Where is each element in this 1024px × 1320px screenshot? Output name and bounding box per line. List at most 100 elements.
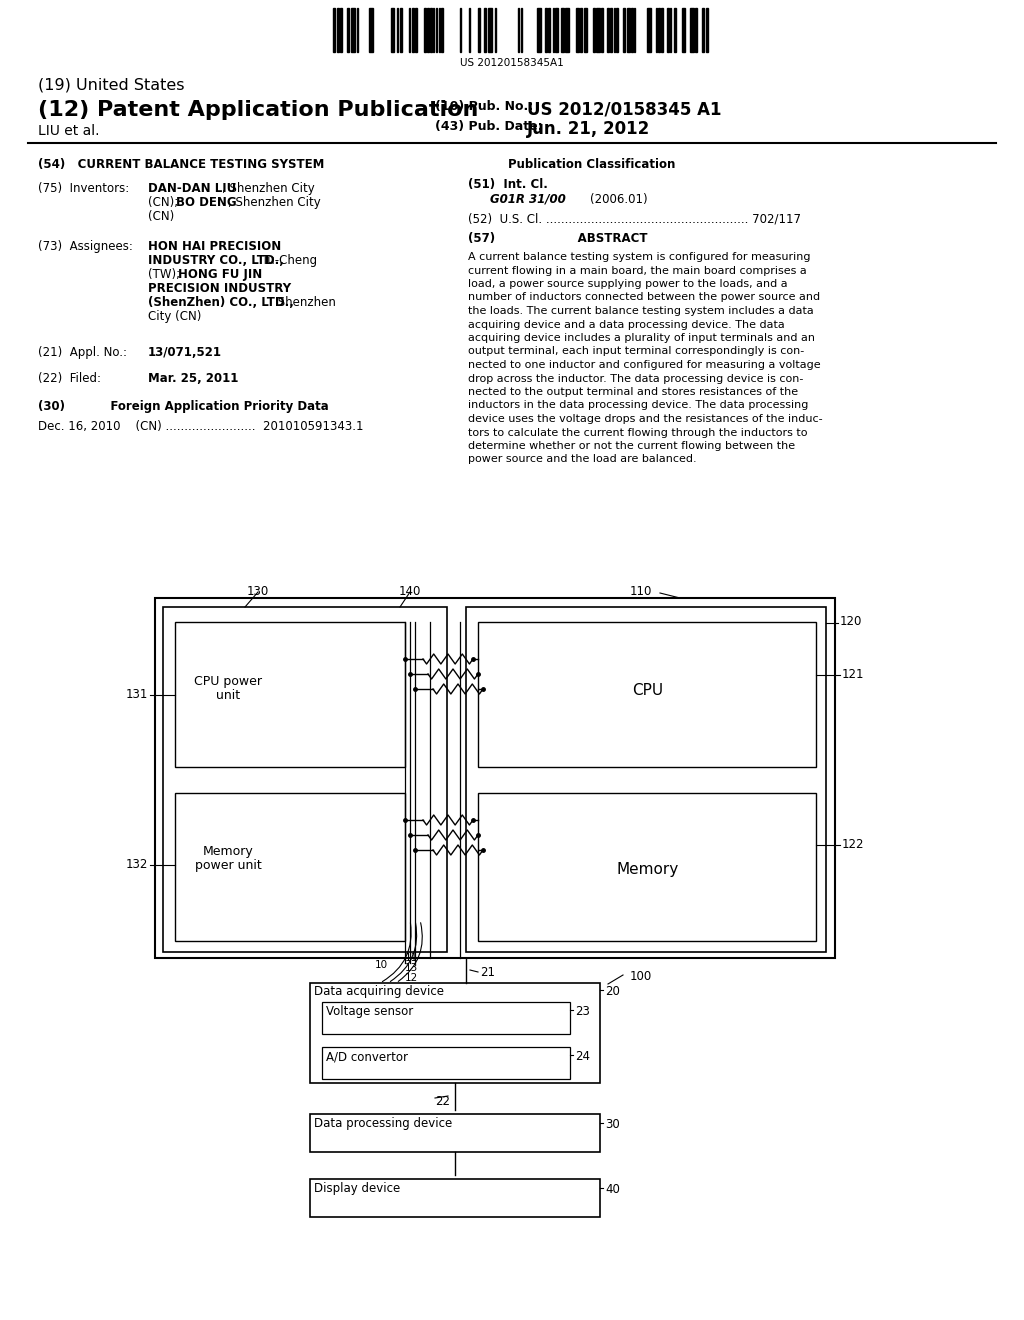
Text: 24: 24 (575, 1049, 590, 1063)
Bar (601, 8, 603, 51)
Text: 122: 122 (842, 838, 864, 851)
Bar (690, 8, 694, 51)
Text: Tu-Cheng: Tu-Cheng (258, 253, 317, 267)
Text: 11: 11 (406, 953, 418, 964)
Bar (584, 8, 587, 51)
Text: (2006.01): (2006.01) (590, 193, 647, 206)
Bar (460, 8, 462, 51)
Text: (TW);: (TW); (148, 268, 184, 281)
Bar (409, 8, 410, 51)
Text: 23: 23 (575, 1005, 590, 1018)
Bar (555, 8, 558, 51)
Text: 12: 12 (406, 973, 418, 983)
Bar (561, 8, 564, 51)
Text: 131: 131 (126, 688, 148, 701)
Text: , Shenzhen City: , Shenzhen City (228, 195, 321, 209)
Text: (CN);: (CN); (148, 195, 182, 209)
Text: (51)  Int. Cl.: (51) Int. Cl. (468, 178, 548, 191)
Bar (430, 8, 432, 51)
Bar (478, 622, 816, 767)
Bar (632, 8, 633, 51)
Text: acquiring device includes a plurality of input terminals and an: acquiring device includes a plurality of… (468, 333, 815, 343)
Text: Data acquiring device: Data acquiring device (314, 985, 444, 998)
Text: (57)                    ABSTRACT: (57) ABSTRACT (468, 232, 647, 246)
Text: (30)           Foreign Application Priority Data: (30) Foreign Application Priority Data (38, 400, 329, 413)
Text: 140: 140 (398, 585, 421, 598)
Text: (43) Pub. Date:: (43) Pub. Date: (435, 120, 543, 133)
Text: power source and the load are balanced.: power source and the load are balanced. (468, 454, 696, 465)
Bar (581, 8, 583, 51)
Text: determine whether or not the current flowing between the: determine whether or not the current flo… (468, 441, 795, 451)
Bar (163, 607, 447, 952)
Bar (351, 8, 354, 51)
Bar (634, 8, 635, 51)
Bar (175, 622, 406, 767)
Bar (545, 8, 547, 51)
Bar (647, 8, 650, 51)
Text: Display device: Display device (314, 1181, 400, 1195)
Text: 100: 100 (630, 970, 652, 983)
Bar (518, 8, 519, 51)
Bar (488, 8, 492, 51)
Bar (478, 793, 816, 941)
Bar (337, 8, 339, 51)
Bar (575, 8, 580, 51)
Text: , Shenzhen City: , Shenzhen City (222, 182, 314, 195)
Text: current flowing in a main board, the main board comprises a: current flowing in a main board, the mai… (468, 265, 807, 276)
Bar (627, 8, 631, 51)
Text: (52)  U.S. Cl. ...................................................... 702/117: (52) U.S. Cl. ..........................… (468, 213, 801, 224)
Text: Publication Classification: Publication Classification (508, 158, 676, 172)
Text: (54)   CURRENT BALANCE TESTING SYSTEM: (54) CURRENT BALANCE TESTING SYSTEM (38, 158, 325, 172)
Text: (75)  Inventors:: (75) Inventors: (38, 182, 129, 195)
Bar (521, 8, 522, 51)
Text: HON HAI PRECISION: HON HAI PRECISION (148, 240, 282, 253)
Bar (484, 8, 485, 51)
Text: Voltage sensor: Voltage sensor (326, 1005, 414, 1018)
Text: (22)  Filed:: (22) Filed: (38, 372, 101, 385)
Text: US 20120158345A1: US 20120158345A1 (460, 58, 564, 69)
Bar (333, 8, 335, 51)
Text: acquiring device and a data processing device. The data: acquiring device and a data processing d… (468, 319, 784, 330)
Text: (CN): (CN) (148, 210, 174, 223)
Bar (310, 1114, 600, 1152)
Text: LIU et al.: LIU et al. (38, 124, 99, 139)
Bar (662, 8, 663, 51)
Text: DAN-DAN LIU: DAN-DAN LIU (148, 182, 237, 195)
Bar (565, 8, 568, 51)
Text: 121: 121 (842, 668, 864, 681)
Text: (73)  Assignees:: (73) Assignees: (38, 240, 133, 253)
Text: 21: 21 (480, 966, 495, 979)
Bar (469, 8, 470, 51)
Text: Data processing device: Data processing device (314, 1117, 453, 1130)
Text: 13: 13 (406, 964, 418, 973)
Bar (369, 8, 373, 51)
Text: (ShenZhen) CO., LTD.,: (ShenZhen) CO., LTD., (148, 296, 294, 309)
Text: tors to calculate the current flowing through the inductors to: tors to calculate the current flowing th… (468, 428, 808, 437)
Bar (596, 8, 600, 51)
Bar (427, 8, 429, 51)
Bar (413, 8, 414, 51)
Text: 120: 120 (840, 615, 862, 628)
Text: HONG FU JIN: HONG FU JIN (178, 268, 262, 281)
Bar (400, 8, 402, 51)
Text: 20: 20 (605, 985, 620, 998)
Bar (702, 8, 703, 51)
Text: inductors in the data processing device. The data processing: inductors in the data processing device.… (468, 400, 808, 411)
Bar (670, 8, 672, 51)
Bar (175, 793, 406, 941)
Bar (610, 8, 612, 51)
Bar (667, 8, 669, 51)
Bar (155, 598, 835, 958)
Text: output terminal, each input terminal correspondingly is con-: output terminal, each input terminal cor… (468, 346, 804, 356)
Bar (658, 8, 659, 51)
Text: A current balance testing system is configured for measuring: A current balance testing system is conf… (468, 252, 811, 261)
Text: 30: 30 (605, 1118, 620, 1131)
Bar (682, 8, 685, 51)
Text: US 2012/0158345 A1: US 2012/0158345 A1 (527, 100, 722, 117)
Text: CPU: CPU (633, 682, 664, 698)
Text: Memory: Memory (203, 845, 253, 858)
Bar (390, 8, 394, 51)
Text: INDUSTRY CO., LTD.,: INDUSTRY CO., LTD., (148, 253, 284, 267)
Text: G01R 31/00: G01R 31/00 (490, 193, 565, 206)
Bar (695, 8, 697, 51)
